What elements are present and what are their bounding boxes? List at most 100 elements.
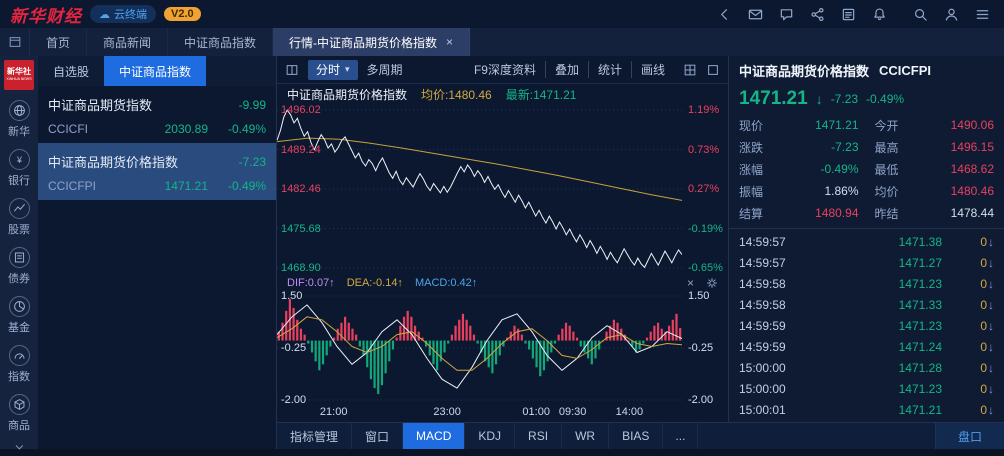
order-book-tab[interactable]: 盘口 (934, 423, 1004, 449)
tick-direction-down-icon: ↓ (988, 297, 994, 312)
period-select[interactable]: 分时 ▾ (308, 59, 358, 80)
chart-toolbar: 分时 ▾ 多周期 F9深度资料 叠加 统计 画线 (277, 56, 728, 84)
sidebar-item-银行[interactable]: ¥ 银行 (8, 149, 30, 188)
news-icon[interactable] (837, 2, 860, 26)
instrument-change: -7.23 (238, 154, 266, 169)
time-axis-label: 21:00 (319, 406, 348, 418)
xinhua-news-logo[interactable]: 新华社 XINHUA NEWS (4, 60, 34, 90)
sidebar-item-指数[interactable]: 指数 (8, 345, 30, 384)
tick-volume: 0↓ (942, 382, 994, 396)
y-axis-price-label: 1482.46 (281, 183, 321, 195)
window-icon[interactable] (0, 28, 30, 56)
price-chart[interactable]: 1496.02 1.19% 1489.24 0.73% 1482.46 0.27% 1475… (277, 104, 728, 274)
share-icon[interactable] (806, 2, 829, 26)
index-icon (8, 345, 30, 366)
sidebar-item-新华[interactable]: 新华 (8, 100, 30, 139)
tick-price: 1471.28 (898, 360, 942, 375)
message-icon[interactable] (775, 2, 798, 26)
document-tab[interactable]: 商品新闻 (87, 28, 169, 56)
toolbar-button-F9深度资料[interactable]: F9深度资料 (473, 63, 536, 77)
logo-text-en: XINHUA NEWS (6, 77, 32, 81)
toolbar-button-画线[interactable]: 画线 (630, 61, 674, 78)
y-axis-price-label: 1475.68 (281, 222, 321, 235)
multi-period-button[interactable]: 多周期 (366, 63, 403, 77)
grid-view-icon[interactable] (683, 63, 697, 77)
pane-layout-icon[interactable] (285, 63, 299, 77)
y-axis-percent-label: 0.73% (688, 143, 720, 156)
tick-volume-value: 0 (980, 339, 987, 354)
instrument-code: CCICFPI (48, 179, 96, 193)
bottom-bar-button[interactable]: 指标管理 (277, 423, 353, 449)
sidebar-item-label: 商品 (8, 420, 30, 432)
document-tab[interactable]: 中证商品指数 (168, 28, 274, 56)
instrument-change: -9.99 (238, 97, 266, 112)
user-icon[interactable] (940, 2, 963, 26)
tick-row: 14:59:58 1471.33 0↓ (729, 294, 1004, 315)
sidebar-item-基金[interactable]: 基金 (8, 296, 30, 335)
watchlist-tab[interactable]: 中证商品指数 (104, 56, 207, 86)
bottom-bar-button[interactable]: 窗口 (352, 423, 404, 449)
stat-label: 均价 (874, 184, 899, 199)
sidebar-item-债券[interactable]: 债券 (8, 247, 30, 286)
indicator-settings-gear-icon[interactable] (706, 277, 718, 289)
stat-label: 最高 (874, 140, 899, 155)
stat-value: 1490.06 (950, 118, 994, 132)
watchlist-row[interactable]: 中证商品期货价格指数 -7.23 CCICFPI 1471.21 -0.49% (38, 143, 276, 200)
collapse-left-icon[interactable] (713, 2, 736, 26)
chart-toolbar-right: F9深度资料 叠加 统计 画线 (465, 61, 674, 78)
tick-direction-down-icon: ↓ (988, 276, 994, 291)
stat-value: 1.86% (824, 184, 859, 198)
bottom-bar-button[interactable]: RSI (515, 423, 563, 449)
tick-direction-down-icon: ↓ (988, 402, 994, 417)
document-tab[interactable]: 行情-中证商品期货价格指数 × (273, 28, 471, 56)
tick-row: 14:59:57 1471.38 0↓ (729, 231, 1004, 252)
xinhua-icon (8, 100, 30, 121)
svg-text:¥: ¥ (16, 155, 22, 165)
mail-icon[interactable] (744, 2, 767, 26)
time-axis-label: 23:00 (433, 406, 461, 418)
tick-direction-down-icon: ↓ (988, 234, 994, 249)
indicator-close-icon[interactable]: × (686, 276, 694, 290)
price-chart-svg (277, 109, 682, 269)
quote-title-row: 中证商品期货价格指数 CCICFPI (729, 56, 1004, 84)
toolbar-button-叠加[interactable]: 叠加 (544, 61, 588, 78)
stat-label: 最低 (874, 162, 899, 177)
fund-icon (8, 296, 30, 317)
tick-time: 14:59:58 (739, 297, 786, 312)
bottom-bar-button[interactable]: MACD (403, 423, 466, 449)
bottom-bar-button[interactable]: WR (562, 423, 610, 449)
time-axis: 21:00 23:00 01:00 09:30 14:00 (277, 404, 728, 422)
expand-window-icon[interactable] (706, 63, 720, 77)
instrument-pct: -0.49% (227, 179, 266, 193)
notification-bell-icon[interactable] (868, 2, 891, 26)
menu-icon[interactable] (971, 2, 994, 26)
sidebar-item-商品[interactable]: 商品 (8, 394, 30, 433)
bottom-bar-button[interactable]: BIAS (609, 423, 664, 449)
tab-label: 首页 (46, 35, 71, 50)
watchlist-tab[interactable]: 自选股 (53, 64, 90, 79)
tick-time: 14:59:59 (739, 318, 786, 333)
watchlist-row[interactable]: 中证商品期货指数 -9.99 CCICFI 2030.89 -0.49% (38, 86, 276, 143)
tick-direction-down-icon: ↓ (988, 360, 994, 375)
macd-y-label: 1.50 (688, 290, 710, 302)
tick-row: 14:59:57 1471.27 0↓ (729, 252, 1004, 273)
toolbar-button-统计[interactable]: 统计 (587, 61, 631, 78)
more-indicators-button[interactable]: ... (663, 423, 699, 449)
dif-value: DIF:0.07↑ (287, 277, 335, 289)
sidebar-item-label: 基金 (8, 322, 30, 334)
macd-value: MACD:0.42↑ (414, 277, 478, 289)
tick-volume: 0↓ (942, 298, 994, 312)
tab-bar: 首页 商品新闻 中证商品指数 行情-中证商品期货价格指数 × (0, 28, 1004, 56)
search-icon[interactable] (909, 2, 932, 26)
tick-volume-value: 0 (980, 402, 987, 417)
macd-chart[interactable]: 1.50 1.50 -0.25 -0.25 -2.00 -2.00 (277, 290, 728, 406)
chart-zone-body: 分时 ▾ 多周期 F9深度资料 叠加 统计 画线 中证商品期货价格指数 均价:1480… (277, 56, 1004, 422)
stat-value: 1496.15 (950, 140, 994, 154)
quote-panel: 中证商品期货价格指数 CCICFPI 1471.21 ↓ -7.23 -0.49… (728, 56, 1004, 422)
document-tab[interactable]: 首页 (30, 28, 88, 56)
tick-volume-value: 0 (980, 381, 987, 396)
sidebar-item-股票[interactable]: 股票 (8, 198, 30, 237)
tick-row: 14:59:59 1471.24 0↓ (729, 336, 1004, 357)
tab-close-icon[interactable]: × (446, 35, 454, 49)
bottom-bar-button[interactable]: KDJ (465, 423, 516, 449)
